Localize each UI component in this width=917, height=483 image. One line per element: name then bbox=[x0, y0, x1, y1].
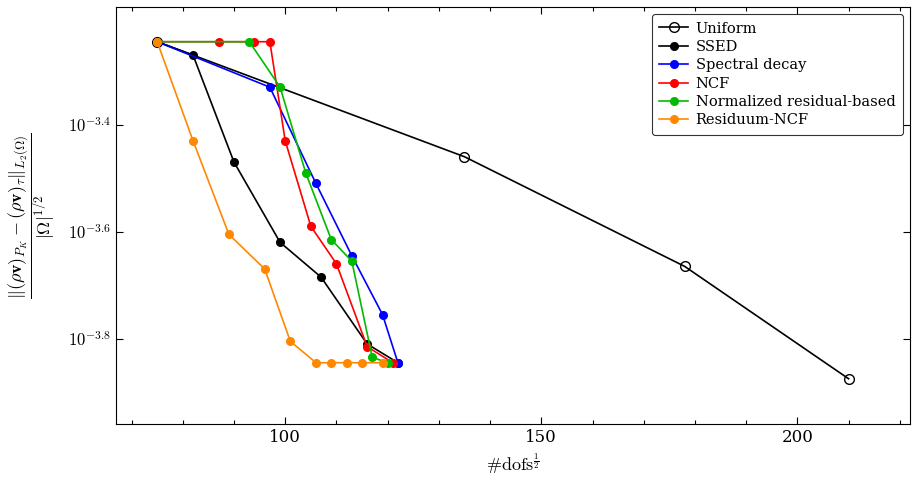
NCF bbox=[264, 39, 275, 44]
SSED bbox=[274, 240, 285, 245]
NCF bbox=[361, 344, 372, 350]
Residuum-NCF bbox=[151, 39, 162, 44]
Uniform bbox=[843, 376, 854, 382]
Normalized residual-based bbox=[300, 170, 311, 176]
Residuum-NCF bbox=[224, 231, 235, 237]
Line: Spectral decay: Spectral decay bbox=[153, 38, 402, 367]
Spectral decay bbox=[151, 39, 162, 44]
Uniform bbox=[151, 39, 162, 44]
Uniform bbox=[459, 154, 470, 160]
SSED bbox=[392, 360, 403, 366]
Residuum-NCF bbox=[311, 360, 322, 366]
Normalized residual-based bbox=[347, 258, 358, 264]
SSED bbox=[151, 39, 162, 44]
NCF bbox=[331, 261, 342, 267]
SSED bbox=[187, 52, 198, 58]
Normalized residual-based bbox=[326, 237, 337, 242]
Spectral decay bbox=[347, 253, 358, 258]
X-axis label: $\#\mathrm{dofs}^{\frac{1}{2}}$: $\#\mathrm{dofs}^{\frac{1}{2}}$ bbox=[486, 452, 540, 476]
Spectral decay bbox=[392, 360, 403, 366]
Spectral decay bbox=[311, 181, 322, 186]
Normalized residual-based bbox=[382, 360, 393, 366]
NCF bbox=[280, 138, 291, 143]
Residuum-NCF bbox=[187, 138, 198, 143]
Y-axis label: $\dfrac{\|(\rho\mathbf{v})_{P_K}-(\rho\mathbf{v})_{\tau}\|_{L_2(\Omega)}}{|\Omeg: $\dfrac{\|(\rho\mathbf{v})_{P_K}-(\rho\m… bbox=[7, 132, 57, 299]
NCF bbox=[305, 224, 316, 229]
Line: Residuum-NCF: Residuum-NCF bbox=[153, 38, 386, 367]
SSED bbox=[315, 274, 326, 280]
Line: Normalized residual-based: Normalized residual-based bbox=[153, 38, 392, 367]
Normalized residual-based bbox=[244, 39, 255, 44]
Line: SSED: SSED bbox=[153, 38, 402, 367]
Legend: Uniform, SSED, Spectral decay, NCF, Normalized residual-based, Residuum-NCF: Uniform, SSED, Spectral decay, NCF, Norm… bbox=[652, 14, 902, 135]
Spectral decay bbox=[264, 85, 275, 90]
NCF bbox=[249, 39, 260, 44]
SSED bbox=[361, 341, 372, 347]
Normalized residual-based bbox=[367, 355, 378, 360]
Normalized residual-based bbox=[274, 85, 285, 90]
Uniform bbox=[679, 264, 691, 270]
Residuum-NCF bbox=[341, 360, 352, 366]
NCF bbox=[387, 360, 398, 366]
Residuum-NCF bbox=[357, 360, 368, 366]
NCF bbox=[151, 39, 162, 44]
Residuum-NCF bbox=[285, 339, 296, 344]
Residuum-NCF bbox=[377, 360, 388, 366]
Normalized residual-based bbox=[151, 39, 162, 44]
Line: NCF: NCF bbox=[153, 38, 396, 367]
Line: Uniform: Uniform bbox=[152, 37, 854, 384]
NCF bbox=[213, 39, 224, 44]
SSED bbox=[228, 159, 239, 165]
Residuum-NCF bbox=[260, 266, 271, 272]
Residuum-NCF bbox=[326, 360, 337, 366]
Spectral decay bbox=[377, 312, 388, 317]
